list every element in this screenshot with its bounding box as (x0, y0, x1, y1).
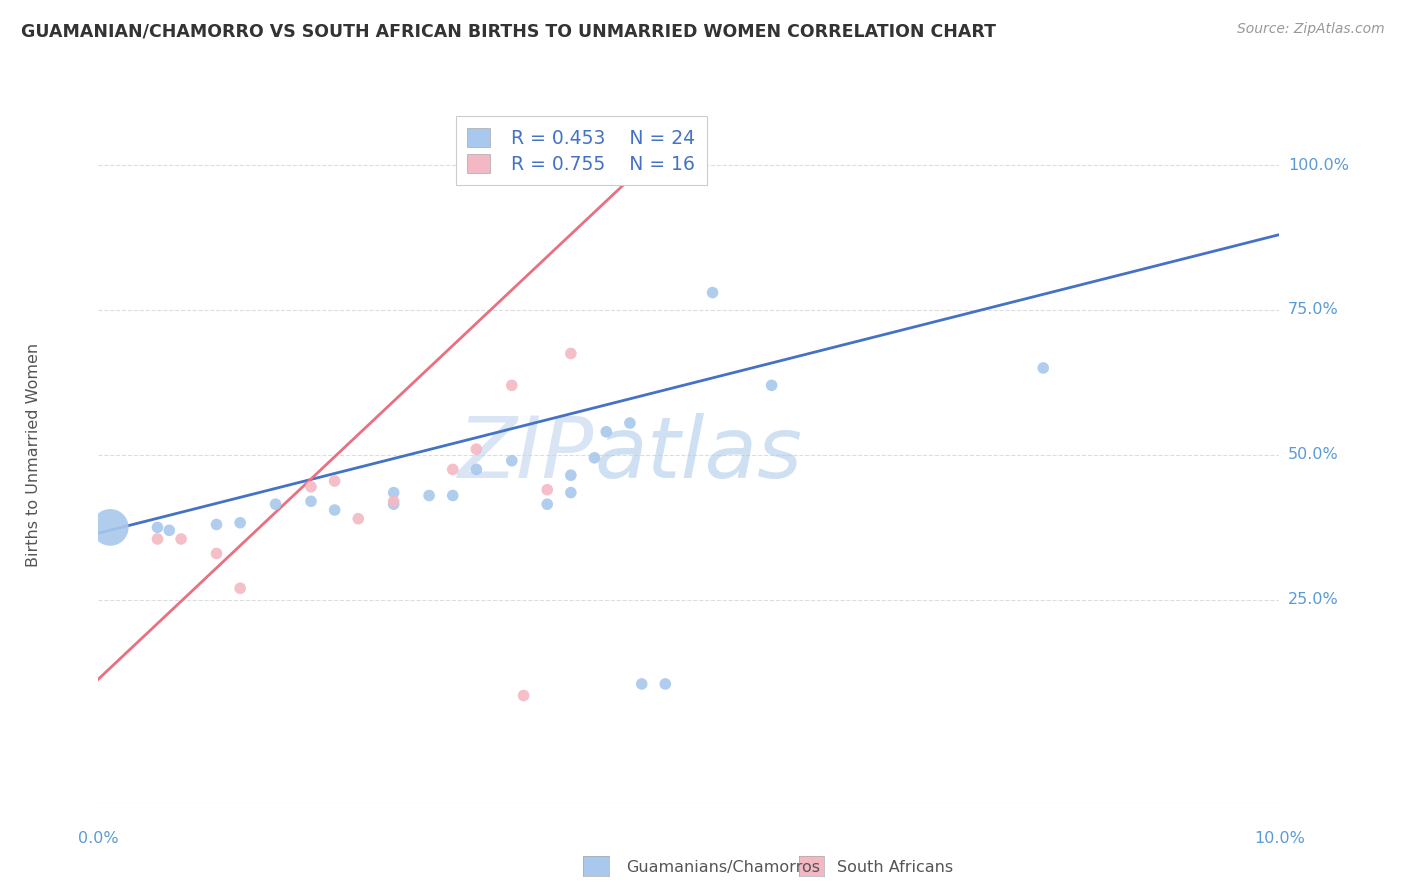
Text: Source: ZipAtlas.com: Source: ZipAtlas.com (1237, 22, 1385, 37)
Point (702, 285, 724, 300)
Point (146, 520, 169, 534)
Point (595, 425, 617, 439)
Point (382, 497, 405, 511)
Point (501, 453, 523, 467)
Text: 75.0%: 75.0% (1288, 302, 1339, 318)
Point (146, 532, 169, 546)
Point (619, 416, 641, 430)
Point (264, 497, 287, 511)
Point (382, 485, 405, 500)
Point (229, 582, 252, 596)
Point (229, 516, 252, 530)
Text: ZIP: ZIP (458, 413, 595, 497)
Point (205, 517, 228, 532)
Point (382, 494, 405, 508)
Point (512, 689, 534, 703)
Point (761, 378, 783, 392)
Text: Guamanians/Chamorros: Guamanians/Chamorros (626, 860, 820, 874)
Point (465, 442, 488, 457)
Point (323, 474, 346, 488)
Point (323, 503, 346, 517)
Point (583, 450, 606, 465)
Text: 100.0%: 100.0% (1288, 158, 1348, 172)
Point (536, 483, 558, 497)
Point (583, 172, 606, 186)
Point (299, 494, 322, 508)
Point (299, 480, 322, 494)
Point (441, 489, 464, 503)
Point (630, 677, 652, 691)
Point (170, 532, 193, 546)
Point (98, 520, 121, 534)
Text: GUAMANIAN/CHAMORRO VS SOUTH AFRICAN BIRTHS TO UNMARRIED WOMEN CORRELATION CHART: GUAMANIAN/CHAMORRO VS SOUTH AFRICAN BIRT… (21, 22, 995, 40)
Point (560, 468, 582, 483)
Legend:   R = 0.453    N = 24,   R = 0.755    N = 16: R = 0.453 N = 24, R = 0.755 N = 16 (456, 117, 707, 186)
Point (205, 546, 228, 561)
Point (418, 489, 440, 503)
Point (654, 677, 676, 691)
Point (465, 462, 488, 476)
Point (560, 485, 582, 500)
Text: 50.0%: 50.0% (1288, 448, 1339, 462)
Text: 0.0%: 0.0% (79, 830, 118, 846)
Point (560, 346, 582, 360)
Point (347, 511, 370, 525)
Point (1032, 361, 1054, 376)
Text: South Africans: South Africans (837, 860, 953, 874)
Text: 25.0%: 25.0% (1288, 592, 1339, 607)
Point (501, 378, 523, 392)
Point (595, 172, 617, 186)
Point (441, 462, 464, 476)
Text: 10.0%: 10.0% (1254, 830, 1305, 846)
Text: Births to Unmarried Women: Births to Unmarried Women (25, 343, 41, 567)
Point (157, 523, 180, 537)
Point (536, 497, 558, 511)
Text: atlas: atlas (595, 413, 803, 497)
